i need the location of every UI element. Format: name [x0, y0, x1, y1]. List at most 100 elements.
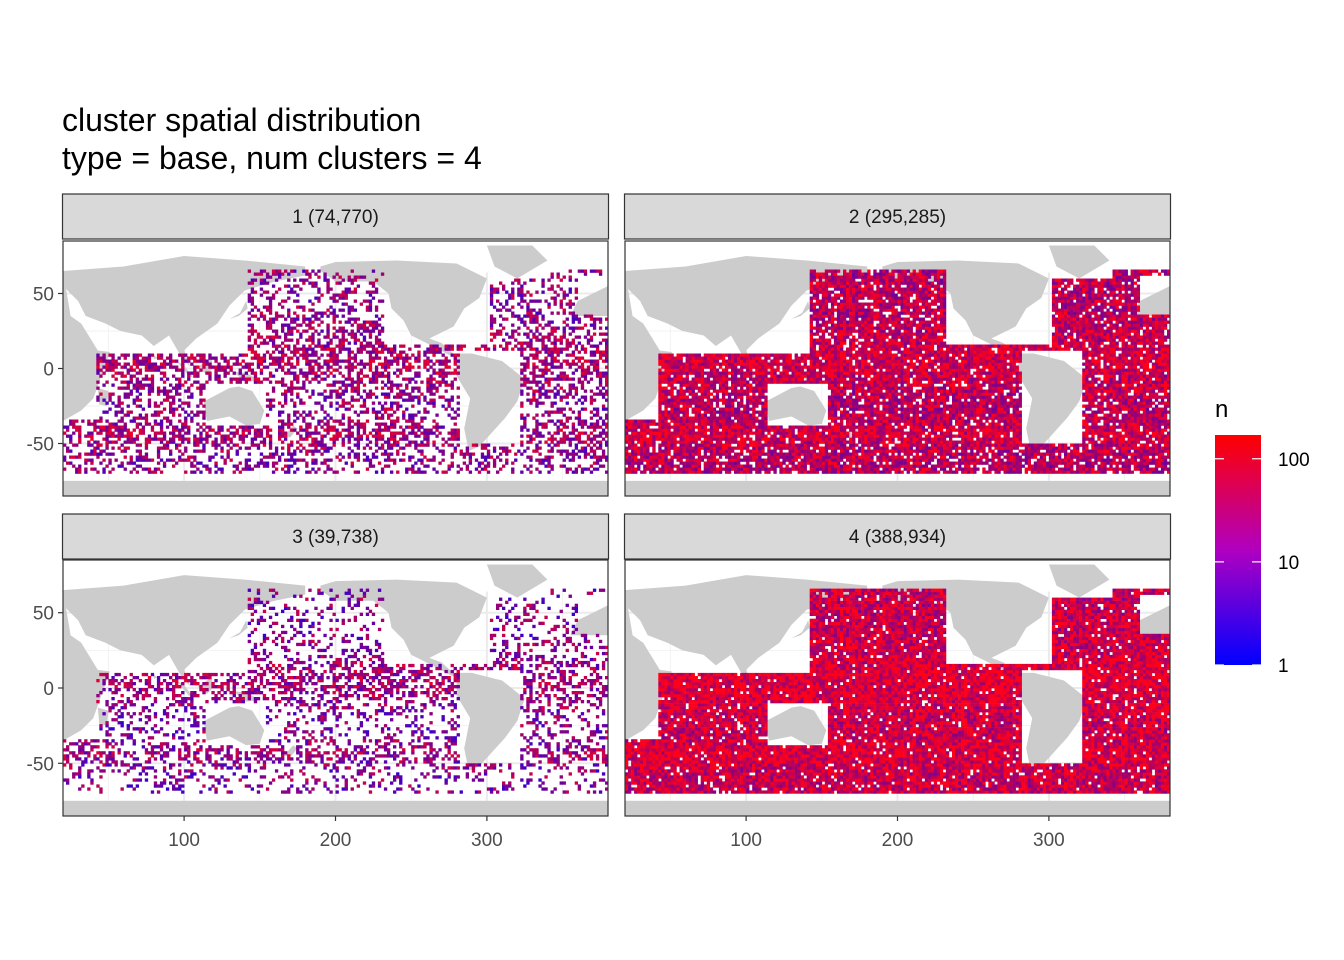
- heat-cell: [317, 296, 321, 300]
- heat-cell: [374, 314, 379, 318]
- heat-cell: [749, 395, 753, 399]
- heat-cell: [697, 380, 702, 384]
- heat-cell: [156, 413, 161, 417]
- heat-cell: [673, 410, 677, 414]
- heat-cell: [293, 410, 297, 414]
- heat-cell: [577, 335, 582, 339]
- heat-cell: [438, 383, 442, 387]
- heat-cell: [655, 434, 659, 438]
- heat-cell: [126, 413, 130, 417]
- heat-cell: [571, 455, 576, 459]
- heat-cell: [138, 404, 143, 408]
- heat-cell: [320, 461, 324, 465]
- heat-cell: [565, 323, 569, 327]
- land-layer: [625, 241, 1170, 496]
- heat-cell: [489, 338, 494, 342]
- heat-cell: [102, 371, 106, 375]
- heat-cell: [371, 410, 376, 414]
- heat-cell: [715, 410, 720, 414]
- heat-cell: [517, 281, 521, 285]
- heat-cell: [592, 365, 597, 369]
- heat-cell: [643, 452, 647, 456]
- heat-cell: [486, 443, 491, 447]
- heat-cell: [338, 275, 342, 279]
- heat-cell: [483, 455, 488, 459]
- heat-cell: [731, 422, 735, 426]
- heat-cell: [731, 368, 735, 372]
- heat-cell: [640, 443, 644, 447]
- heat-cell: [66, 425, 70, 429]
- heat-cell: [721, 383, 726, 387]
- heat-cell: [550, 371, 554, 375]
- heat-cell: [211, 356, 215, 360]
- heat-cells: [63, 269, 609, 474]
- heat-cell: [661, 437, 665, 441]
- heat-cell: [320, 434, 324, 438]
- heat-cell: [69, 434, 73, 438]
- heat-cell: [93, 428, 97, 432]
- heat-cell: [256, 434, 261, 438]
- heat-cell: [565, 374, 569, 378]
- heat-cell: [96, 362, 100, 366]
- heat-cell: [743, 431, 747, 435]
- heat-cell: [574, 446, 579, 450]
- heat-cell: [749, 401, 753, 405]
- heat-cell: [290, 443, 294, 447]
- heat-cell: [284, 401, 288, 405]
- heat-cell: [256, 332, 261, 336]
- heat-cell: [646, 446, 650, 450]
- heat-cell: [453, 437, 457, 441]
- heat-cell: [350, 398, 354, 402]
- heat-cell: [670, 371, 674, 375]
- heat-cell: [314, 317, 318, 321]
- heat-cell: [302, 314, 306, 318]
- heat-cell: [380, 299, 385, 303]
- heat-cell: [547, 431, 551, 435]
- heat-cell: [417, 458, 421, 462]
- heat-cell: [749, 365, 753, 369]
- heat-cell: [144, 440, 149, 444]
- heat-cell: [308, 326, 312, 330]
- heat-cell: [414, 443, 418, 447]
- heat-cell: [374, 290, 379, 294]
- heat-cell: [673, 404, 677, 408]
- heat-cell: [661, 401, 665, 405]
- heat-cell: [724, 422, 729, 426]
- heat-cell: [658, 428, 662, 432]
- heat-cell: [595, 434, 600, 438]
- heat-cell: [746, 434, 750, 438]
- heat-cell: [685, 362, 689, 366]
- heat-cell: [541, 335, 545, 339]
- heat-cell: [547, 320, 551, 324]
- heat-cell: [208, 377, 212, 381]
- heat-cell: [670, 356, 674, 360]
- heat-cell: [550, 311, 554, 315]
- heat-cell: [661, 374, 665, 378]
- heat-cell: [441, 362, 445, 366]
- heat-cell: [758, 434, 762, 438]
- heat-cell: [438, 371, 442, 375]
- heat-cell: [685, 434, 689, 438]
- heat-cell: [247, 425, 252, 429]
- heat-cell: [715, 452, 720, 456]
- heat-cell: [691, 392, 695, 396]
- heat-cell: [592, 413, 597, 417]
- heat-cell: [341, 329, 345, 333]
- heat-cell: [664, 434, 668, 438]
- heat-cell: [605, 416, 609, 420]
- heat-cell: [247, 323, 252, 327]
- heat-cell: [344, 386, 348, 390]
- heat-cell: [214, 443, 218, 447]
- heat-cell: [743, 419, 747, 423]
- heat-cell: [353, 317, 358, 321]
- heat-cell: [144, 419, 149, 423]
- heat-cell: [556, 443, 560, 447]
- heat-cell: [486, 470, 491, 474]
- heat-cell: [208, 365, 212, 369]
- heat-cell: [694, 371, 698, 375]
- heat-cell: [691, 470, 695, 474]
- heat-cell: [456, 413, 460, 417]
- heat-cell: [441, 452, 445, 456]
- heat-cell: [637, 437, 641, 441]
- heat-cell: [320, 437, 324, 441]
